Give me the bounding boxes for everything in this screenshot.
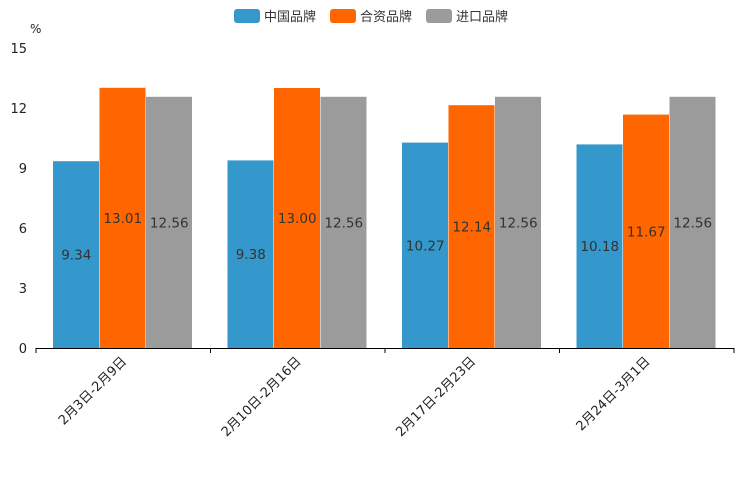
x-axis-labels: 2月3日-2月9日 2月10日-2月16日 2月17日-2月23日 2月24日-3月1… [56,354,654,440]
y-tick-label: 0 [19,342,27,357]
x-category-label: 2月3日-2月9日 [56,354,130,428]
data-label: 9.38 [236,247,266,263]
legend-label: 进口品牌 [456,9,508,25]
data-label: 9.34 [61,248,91,264]
y-tick-label: 9 [19,162,27,177]
data-label: 12.56 [673,215,712,231]
legend-label: 中国品牌 [264,9,316,25]
data-label: 11.67 [627,224,666,240]
x-category-label: 2月10日-2月16日 [219,354,305,440]
data-label: 13.00 [278,211,317,227]
data-label: 12.56 [499,215,538,231]
y-tick-label: 3 [19,282,27,297]
bar [669,96,716,348]
y-axis-ticks: 0 3 6 9 12 15 [10,42,27,357]
legend: 中国品牌 合资品牌 进口品牌 [234,9,508,25]
legend-label: 合资品牌 [360,9,412,25]
legend-swatch [426,9,452,23]
legend-swatch [330,9,356,23]
data-label: 13.01 [103,211,142,227]
y-tick-label: 6 [19,222,27,237]
y-axis-unit: % [30,22,41,36]
bar [227,160,274,348]
data-label: 10.18 [580,239,619,255]
data-label: 12.14 [452,220,491,236]
bar-series [53,87,716,349]
bar [99,87,146,349]
y-tick-label: 15 [10,42,27,57]
bar [495,96,541,348]
data-labels: 9.34 13.01 12.56 9.38 13.00 12.56 10.27 12.14 12… [61,211,712,264]
data-label: 12.56 [150,215,189,231]
bar [623,114,669,348]
bar [146,96,192,348]
bar [53,161,99,348]
x-category-label: 2月24日-3月1日 [574,354,654,434]
data-label: 10.27 [406,238,445,254]
bar [274,88,320,348]
bar [576,144,623,348]
bar [448,105,495,348]
x-category-label: 2月17日-2月23日 [393,354,479,440]
bar [402,142,448,348]
bar [320,96,367,348]
y-tick-label: 12 [10,102,27,117]
data-label: 12.56 [324,215,363,231]
x-axis-ticks [35,348,735,353]
legend-swatch [234,9,260,23]
